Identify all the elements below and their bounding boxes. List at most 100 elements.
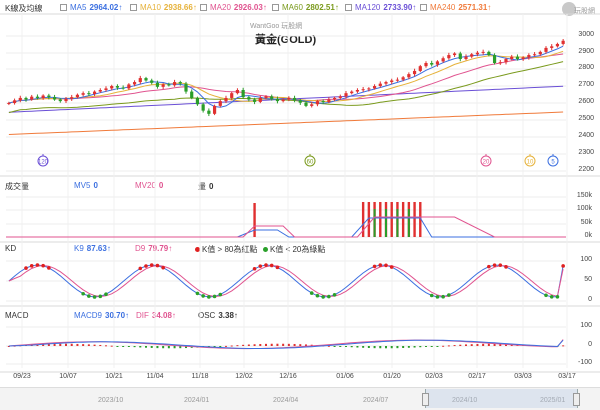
ytick: 150k [576, 192, 592, 199]
volume-bar [253, 203, 256, 237]
candle-body [161, 84, 165, 87]
osc-bar [310, 344, 313, 346]
candle-body [344, 93, 348, 97]
navigator-handle-right[interactable] [573, 393, 580, 406]
candle-body [361, 89, 365, 91]
candle-body [224, 97, 228, 102]
kd-red-dot [275, 265, 280, 270]
osc-bar [470, 344, 473, 346]
osc-bar [265, 343, 267, 346]
candle-body [12, 100, 17, 104]
navigator-tick: 2024/07 [363, 397, 389, 404]
candle-body [190, 91, 194, 98]
candle-body [230, 93, 234, 98]
candle-body [24, 97, 28, 100]
navigator-handle-left[interactable] [422, 393, 429, 406]
osc-bar [419, 346, 422, 348]
osc-bar [505, 343, 507, 346]
candle-body [355, 90, 360, 92]
kd-green-dot [207, 295, 211, 299]
logo-mark-icon [562, 2, 576, 16]
osc-bar [230, 345, 233, 347]
kd-note-green: K值 < 20為綠點 [263, 244, 325, 255]
legend-ma120[interactable]: MA120 2733.90↑ [345, 3, 416, 12]
candle-body [401, 77, 405, 80]
candle-body [430, 63, 434, 65]
osc-bar [70, 343, 73, 346]
candle-body [435, 61, 440, 65]
kd-red-dot [487, 264, 491, 269]
ma-marker [480, 155, 492, 167]
kd-red-dot [492, 263, 497, 267]
legend-ma20[interactable]: MA20 2926.03↑ [200, 3, 267, 12]
osc-bar [65, 343, 67, 346]
osc-bar [213, 346, 216, 347]
legend-ma10[interactable]: MA10 2938.66↑ [130, 3, 197, 12]
kd-green-dot [441, 294, 445, 299]
osc-bar [59, 343, 62, 346]
logo: 玩股網 [556, 0, 600, 22]
ytick: 0k [584, 232, 592, 239]
candle-body [64, 98, 68, 102]
candle-body [498, 62, 502, 64]
kd-red-dot [161, 265, 165, 270]
candle-body [287, 97, 291, 100]
checkbox-icon[interactable] [420, 4, 427, 11]
candle-body [538, 51, 542, 55]
osc-bar [379, 346, 382, 349]
osc-bar [305, 344, 307, 346]
osc-bar [179, 346, 182, 349]
ma-marker-label: 5 [551, 160, 555, 166]
osc-bar [247, 344, 250, 346]
candle-body [561, 40, 565, 44]
candle-body [315, 101, 320, 105]
candle-body [92, 91, 97, 94]
chart-canvas[interactable]: 120 60 20 10 5 [0, 0, 600, 387]
candle-body [510, 56, 514, 60]
osc-bar [442, 345, 445, 347]
xtick: 01/06 [336, 373, 354, 380]
osc-bar [282, 343, 285, 346]
osc-bar [42, 344, 45, 346]
osc-bar [499, 343, 502, 346]
checkbox-icon[interactable] [345, 4, 352, 11]
navigator-window[interactable] [425, 389, 578, 408]
osc-bar [562, 345, 565, 347]
kd-red-dot [149, 263, 154, 267]
legend-ma5[interactable]: MA5 2964.02↑ [60, 3, 122, 12]
checkbox-icon[interactable] [200, 4, 207, 11]
ytick: 50 [584, 276, 592, 283]
candle-body [121, 87, 125, 89]
ma-marker-label: 60 [307, 160, 314, 166]
candle-body [464, 56, 468, 60]
checkbox-icon[interactable] [60, 4, 67, 11]
osc-bar [453, 345, 456, 347]
ma120-line [8, 85, 564, 113]
candle-body [338, 96, 342, 98]
candle-body [321, 101, 325, 103]
candle-body [418, 66, 422, 71]
xtick: 03/17 [558, 373, 576, 380]
candle-body [532, 54, 537, 56]
ytick: 2400 [578, 132, 594, 139]
legend-ma60[interactable]: MA60 2802.51↑ [272, 3, 339, 12]
volume-bar [361, 202, 365, 237]
osc-bar [139, 346, 142, 348]
osc-bar [425, 346, 427, 347]
checkbox-icon[interactable] [272, 4, 279, 11]
checkbox-icon[interactable] [130, 4, 137, 11]
candle-body [52, 97, 57, 100]
candle-body [378, 83, 382, 87]
legend-ma240[interactable]: MA240 2571.31↑ [420, 3, 491, 12]
candle-body [487, 51, 491, 56]
kd-green-dot [555, 295, 560, 299]
osc-bar [493, 343, 496, 346]
candle-body [30, 96, 34, 100]
osc-bar [76, 343, 79, 346]
candle-body [35, 96, 40, 98]
candle-body [247, 97, 251, 100]
ma-marker [547, 155, 559, 167]
ytick: 0 [588, 296, 592, 303]
kd-note-red: K值 > 80為紅點 [195, 244, 257, 255]
navigator[interactable]: 2023/10 2024/01 2024/04 2024/07 2024/10 … [0, 387, 600, 410]
